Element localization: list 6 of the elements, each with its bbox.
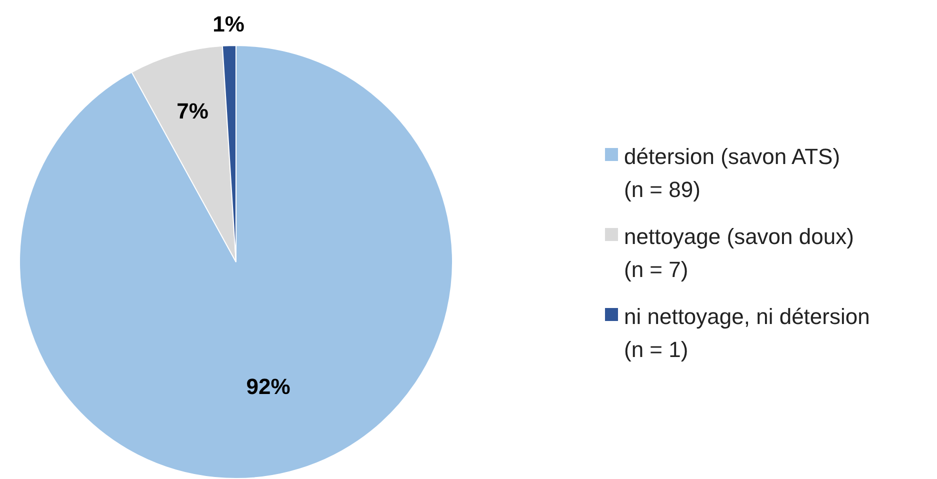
data-label: 92%	[246, 374, 290, 399]
legend-label: détersion (savon ATS) (n = 89)	[624, 143, 840, 204]
data-label: 7%	[176, 98, 208, 124]
legend-label: nettoyage (savon doux) (n = 7)	[624, 223, 854, 284]
data-label: 1%	[212, 12, 244, 37]
legend-label: ni nettoyage, ni détersion (n = 1)	[624, 303, 870, 364]
